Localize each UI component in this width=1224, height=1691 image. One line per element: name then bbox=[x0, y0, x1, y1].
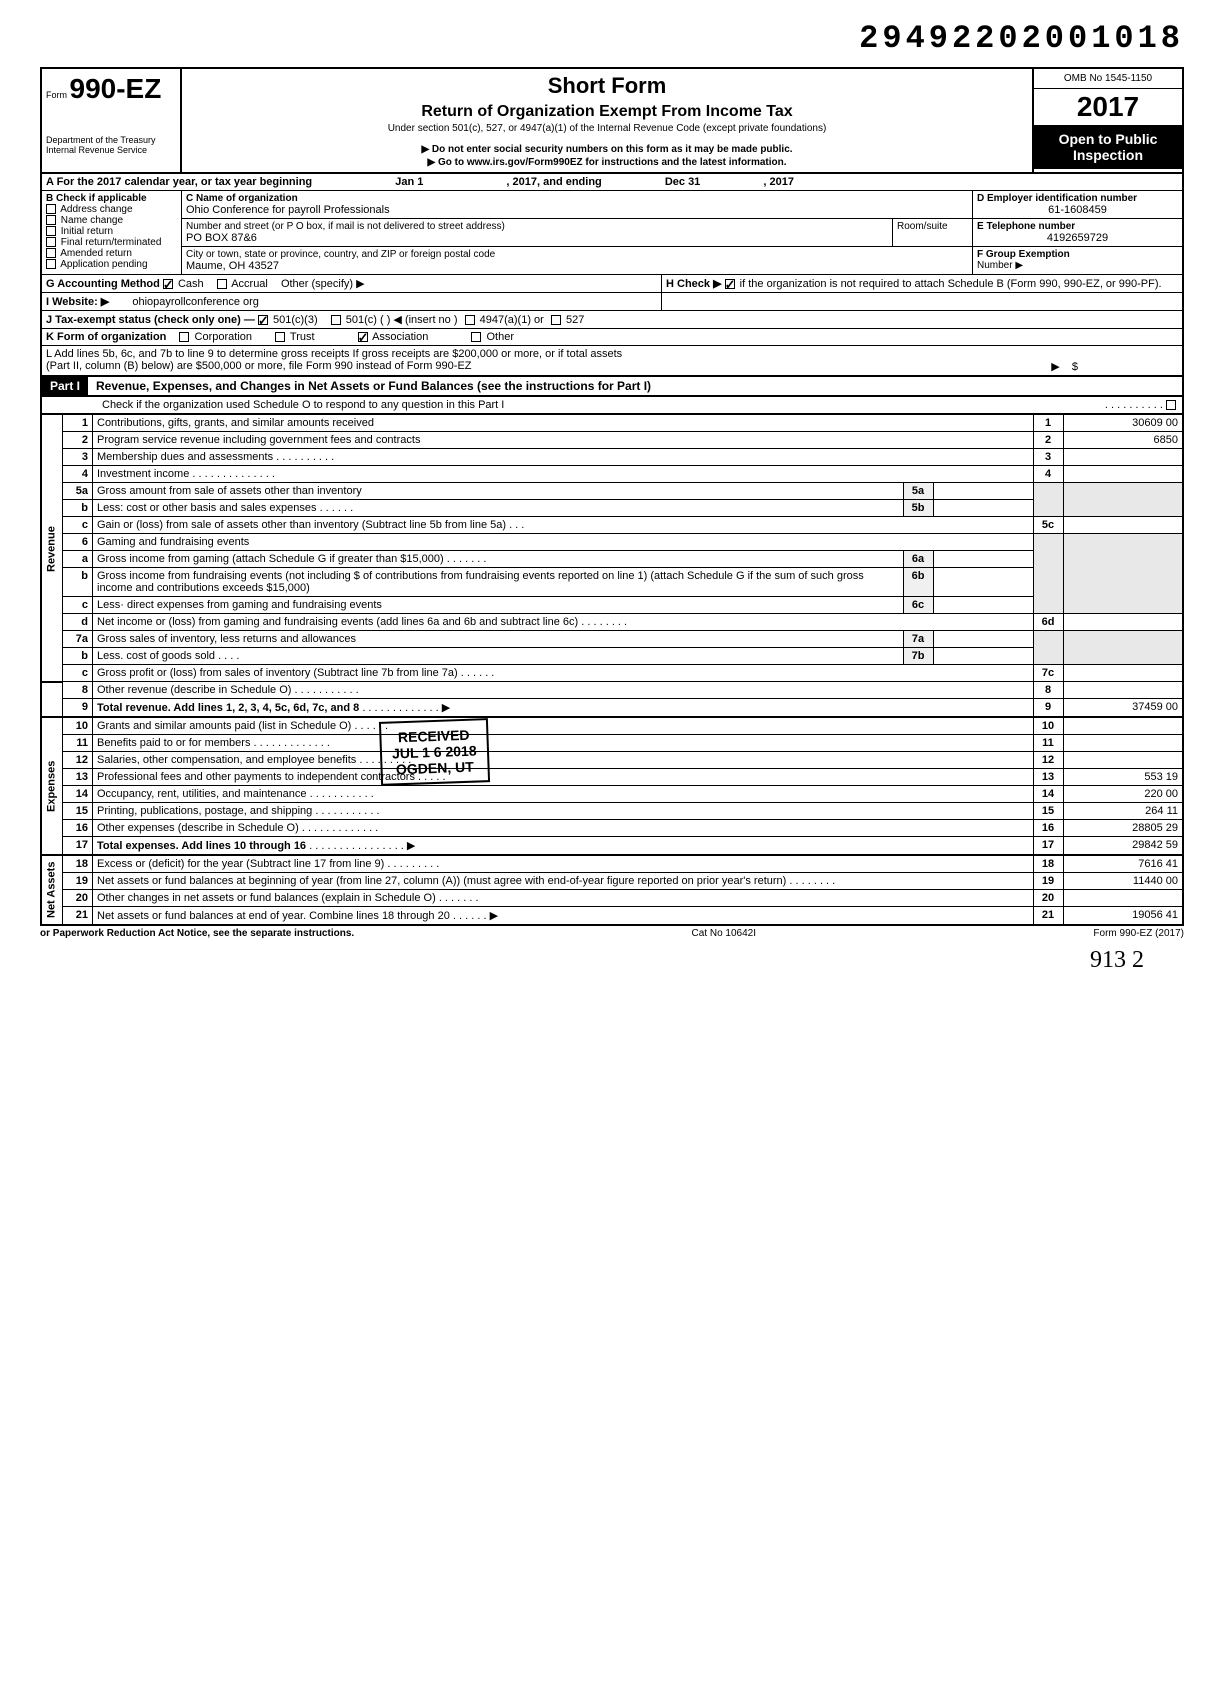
initial-return-checkbox[interactable] bbox=[46, 226, 56, 236]
schedule-o-checkbox[interactable] bbox=[1166, 400, 1176, 410]
line18-amount: 7616 41 bbox=[1063, 855, 1183, 873]
mid-text: , 2017, and ending bbox=[506, 176, 601, 188]
line21-amount: 19056 41 bbox=[1063, 907, 1183, 926]
corp-checkbox[interactable] bbox=[179, 332, 189, 342]
tax-year: 2017 bbox=[1034, 89, 1182, 125]
line19-amount: 11440 00 bbox=[1063, 873, 1183, 890]
street-value: PO BOX 87&6 bbox=[186, 232, 888, 244]
line13-amount: 553 19 bbox=[1063, 769, 1183, 786]
city-value: Maume, OH 43527 bbox=[186, 260, 968, 272]
501c-checkbox[interactable] bbox=[331, 315, 341, 325]
amended-return-checkbox[interactable] bbox=[46, 248, 56, 258]
f-label2: Number ▶ bbox=[977, 260, 1178, 271]
expenses-label: Expenses bbox=[41, 717, 63, 855]
addr-change-checkbox[interactable] bbox=[46, 204, 56, 214]
public-label-2: Inspection bbox=[1038, 147, 1178, 163]
street-label: Number and street (or P O box, if mail i… bbox=[186, 221, 888, 232]
assoc-checkbox[interactable] bbox=[358, 332, 368, 342]
netassets-label: Net Assets bbox=[41, 855, 63, 925]
ssn-note: ▶ Do not enter social security numbers o… bbox=[190, 144, 1024, 155]
part1-title: Revenue, Expenses, and Changes in Net As… bbox=[88, 377, 1182, 395]
ein-value: 61-1608459 bbox=[977, 204, 1178, 216]
org-name: Ohio Conference for payroll Professional… bbox=[186, 204, 968, 216]
form-number: 990-EZ bbox=[70, 73, 162, 104]
application-pending-checkbox[interactable] bbox=[46, 259, 56, 269]
dept-treasury: Department of the Treasury bbox=[46, 135, 176, 145]
line17-amount: 29842 59 bbox=[1063, 837, 1183, 856]
d-label: D Employer identification number bbox=[977, 193, 1178, 204]
j-label: J Tax-exempt status (check only one) — bbox=[46, 314, 255, 326]
form-title: Short Form bbox=[190, 73, 1024, 99]
revenue-table: Revenue 1 Contributions, gifts, grants, … bbox=[40, 414, 1184, 926]
line-a-label: A For the 2017 calendar year, or tax yea… bbox=[46, 176, 312, 188]
line2-amount: 6850 bbox=[1063, 432, 1183, 449]
f-label: F Group Exemption bbox=[977, 249, 1178, 260]
footer: or Paperwork Reduction Act Notice, see t… bbox=[40, 928, 1184, 939]
name-change-checkbox[interactable] bbox=[46, 215, 56, 225]
omb-number: OMB No 1545-1150 bbox=[1034, 69, 1182, 89]
h-checkbox[interactable] bbox=[725, 279, 735, 289]
goto-note: ▶ Go to www.irs.gov/Form990EZ for instru… bbox=[190, 157, 1024, 168]
under-section: Under section 501(c), 527, or 4947(a)(1)… bbox=[190, 123, 1024, 134]
form-header: Form 990-EZ Department of the Treasury I… bbox=[40, 67, 1184, 174]
city-label: City or town, state or province, country… bbox=[186, 249, 968, 260]
accrual-checkbox[interactable] bbox=[217, 279, 227, 289]
line16-amount: 28805 29 bbox=[1063, 820, 1183, 837]
phone-value: 4192659729 bbox=[977, 232, 1178, 244]
room-label: Room/suite bbox=[892, 219, 972, 246]
cash-checkbox[interactable] bbox=[163, 279, 173, 289]
handwritten-note: 913 2 bbox=[40, 947, 1184, 974]
line14-amount: 220 00 bbox=[1063, 786, 1183, 803]
e-label: E Telephone number bbox=[977, 221, 1178, 232]
trust-checkbox[interactable] bbox=[275, 332, 285, 342]
h-text: if the organization is not required to a… bbox=[740, 278, 1162, 290]
public-label-1: Open to Public bbox=[1038, 131, 1178, 147]
line9-amount: 37459 00 bbox=[1063, 699, 1183, 718]
form-subtitle: Return of Organization Exempt From Incom… bbox=[190, 103, 1024, 121]
section-b: B Check if applicable Address change Nam… bbox=[42, 191, 182, 274]
501c3-checkbox[interactable] bbox=[258, 315, 268, 325]
line15-amount: 264 11 bbox=[1063, 803, 1183, 820]
website-value: ohiopayrollconference org bbox=[132, 296, 259, 308]
i-label: I Website: ▶ bbox=[46, 296, 109, 308]
527-checkbox[interactable] bbox=[551, 315, 561, 325]
begin-date: Jan 1 bbox=[395, 176, 423, 188]
other-checkbox[interactable] bbox=[471, 332, 481, 342]
l-line1: L Add lines 5b, 6c, and 7b to line 9 to … bbox=[46, 348, 1178, 360]
part1-check-text: Check if the organization used Schedule … bbox=[102, 399, 504, 411]
c-label: C Name of organization bbox=[186, 193, 968, 204]
4947-checkbox[interactable] bbox=[465, 315, 475, 325]
irs-label: Internal Revenue Service bbox=[46, 145, 176, 155]
received-stamp: RECEIVED JUL 1 6 2018 OGDEN, UT bbox=[379, 718, 490, 786]
line1-amount: 30609 00 bbox=[1063, 415, 1183, 432]
part1-label: Part I bbox=[42, 377, 88, 395]
document-number: 29492202001018 bbox=[40, 20, 1184, 57]
end-year: , 2017 bbox=[763, 176, 794, 188]
final-return-checkbox[interactable] bbox=[46, 237, 56, 247]
revenue-label: Revenue bbox=[41, 415, 63, 682]
k-label: K Form of organization bbox=[46, 331, 166, 343]
h-label: H Check ▶ bbox=[666, 278, 722, 290]
end-date: Dec 31 bbox=[665, 176, 700, 188]
g-label: G Accounting Method bbox=[46, 278, 160, 290]
l-line2: (Part II, column (B) below) are $500,000… bbox=[46, 360, 472, 372]
